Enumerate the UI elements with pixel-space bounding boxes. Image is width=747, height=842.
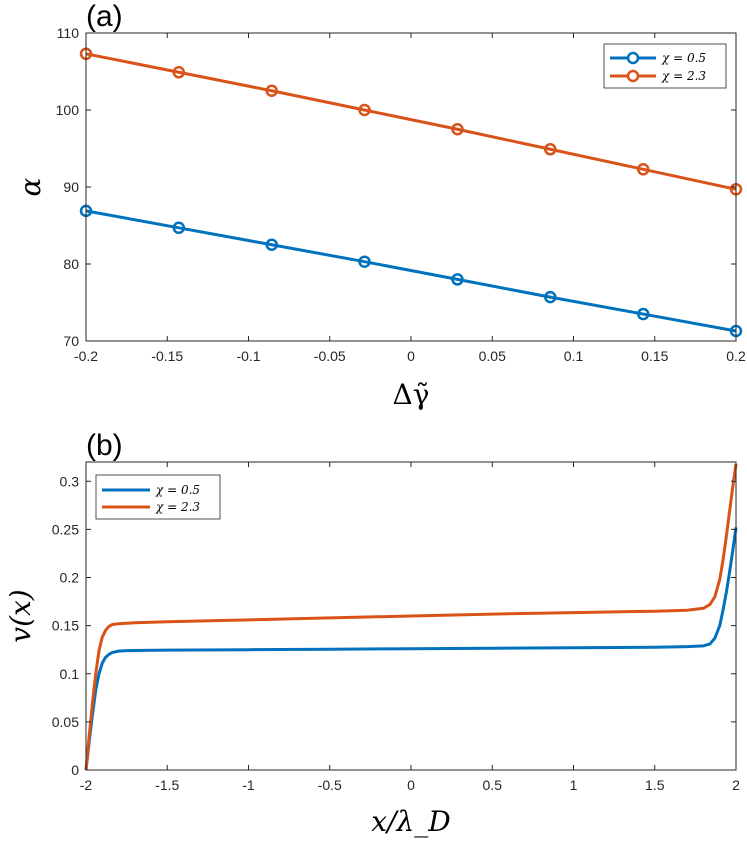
y-tick-label: 0.1 (60, 666, 80, 682)
y-tick-label: 0.15 (52, 618, 79, 634)
panel-b-marks (84, 463, 738, 771)
data-point (544, 143, 557, 156)
x-tick-label: 0 (407, 777, 415, 793)
panel-b-legend: χ = 0.5 χ = 2.3 (95, 474, 221, 520)
data-point (358, 255, 371, 268)
panel-b: -2 -1.5 -1 -0.5 0 0.5 1 1.5 2 0 0.05 0.1 0.15 0.2 0.25… (4, 429, 740, 838)
legend-label-series-0: χ = 0.5 (661, 51, 706, 65)
data-point (451, 273, 464, 286)
x-tick-label: -1.5 (155, 777, 179, 793)
legend-box (603, 43, 727, 89)
y-tick-label: 0.3 (60, 473, 80, 489)
y-tick-label: 80 (63, 256, 79, 272)
x-tick-label: 1 (570, 777, 578, 793)
panel-b-ticks: -2 -1.5 -1 -0.5 0 0.5 1 1.5 2 0 0.05 0.1 0.15 0.2 0.25… (52, 462, 740, 793)
panel-b-ylabel: v(x) (4, 589, 37, 642)
x-tick-label: -0.05 (314, 348, 346, 364)
y-tick-label: 110 (57, 25, 80, 41)
x-tick-label: 2 (732, 777, 740, 793)
data-point (544, 290, 557, 304)
x-tick-label: 0 (407, 348, 415, 364)
legend-marker-series-1 (626, 69, 640, 83)
x-tick-label: 0.15 (641, 348, 668, 364)
x-tick-label: -1 (242, 777, 255, 793)
legend-box (95, 474, 221, 520)
data-point (636, 307, 650, 321)
legend-label-series-0: χ = 0.5 (155, 483, 200, 497)
x-tick-label: -0.5 (318, 777, 342, 793)
data-point (451, 123, 464, 136)
panel-a-label: (a) (86, 0, 123, 33)
data-point (265, 84, 278, 97)
data-point (265, 238, 278, 251)
y-tick-label: 0.25 (52, 521, 79, 537)
panel-b-xlabel: x/λ_D (371, 805, 450, 838)
panel-a-ylabel: α (14, 177, 47, 196)
series-line-0 (84, 527, 738, 771)
series-line-1 (85, 52, 737, 191)
y-tick-label: 0.05 (52, 714, 79, 730)
x-tick-label: 0.5 (483, 777, 503, 793)
x-tick-label: -0.1 (236, 348, 260, 364)
legend-label-series-1: χ = 2.3 (661, 69, 706, 83)
panel-b-label: (b) (86, 429, 123, 462)
y-tick-label: 90 (63, 179, 79, 195)
y-tick-label: 70 (63, 333, 79, 349)
y-tick-label: 100 (56, 102, 80, 118)
series-line-1 (84, 463, 738, 771)
y-tick-label: 0 (71, 762, 79, 778)
panel-a: -0.2 -0.15 -0.1 -0.05 0 0.05 0.1 0.15 0.2 70 80 90 1… (14, 0, 746, 411)
panel-a-ticks: -0.2 -0.15 -0.1 -0.05 0 0.05 0.1 0.15 0.2 70 80 90 1… (56, 25, 746, 364)
legend-marker-series-0 (626, 51, 640, 65)
x-tick-label: 0.05 (479, 348, 506, 364)
x-tick-label: 0.1 (564, 348, 584, 364)
panel-a-legend: χ = 0.5 χ = 2.3 (603, 43, 727, 89)
panel-a-xlabel: Δγ̃ (393, 378, 430, 411)
x-tick-label: -2 (80, 777, 93, 793)
y-tick-label: 0.2 (60, 570, 80, 586)
x-tick-label: -0.2 (74, 348, 98, 364)
data-point (358, 103, 371, 117)
data-point (636, 163, 650, 176)
x-tick-label: 0.2 (726, 348, 746, 364)
legend-label-series-1: χ = 2.3 (155, 500, 200, 514)
data-point (172, 221, 186, 235)
series-line-0 (85, 209, 737, 333)
data-point (172, 66, 186, 79)
x-tick-label: -0.15 (151, 348, 183, 364)
x-tick-label: 1.5 (645, 777, 665, 793)
